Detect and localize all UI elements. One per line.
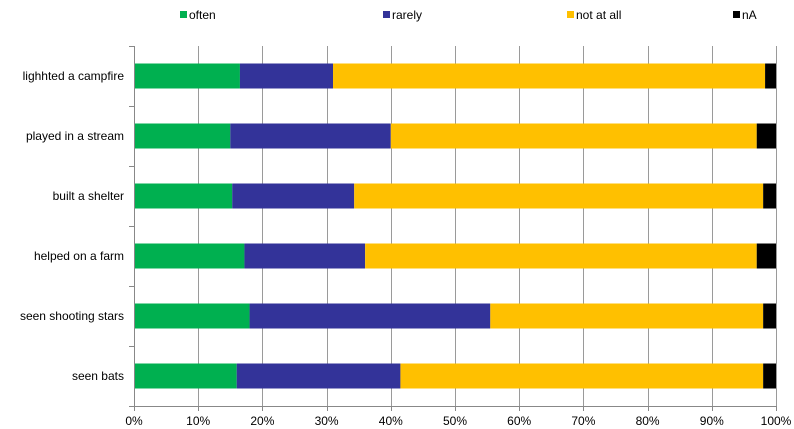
bar-segment-often	[134, 243, 245, 269]
bar-segment-na	[765, 63, 776, 89]
category-label: seen shooting stars	[20, 309, 124, 323]
x-tick-label: 60%	[507, 414, 531, 428]
bar-segment-not-at-all	[400, 363, 764, 389]
bar-segment-not-at-all	[490, 303, 764, 329]
bar-segment-often	[134, 183, 233, 209]
axes	[129, 46, 777, 411]
bar-segment-often	[134, 63, 240, 89]
bar-segment-often	[134, 123, 231, 149]
labels: 0% 10% 20% 30% 40% 50% 60% 70% 80% 90% 100% lighhte…	[20, 69, 792, 428]
bar-segment-not-at-all	[333, 63, 766, 89]
bar-segment-na	[763, 363, 776, 389]
category-label: played in a stream	[26, 129, 124, 143]
legend-swatch	[383, 11, 390, 18]
x-tick-label: 40%	[379, 414, 403, 428]
legend-swatch	[733, 11, 740, 18]
bar-segment-often	[134, 363, 237, 389]
x-tick-label: 30%	[315, 414, 339, 428]
bar-segment-na	[756, 243, 776, 269]
x-tick-label: 80%	[636, 414, 660, 428]
x-tick-label: 90%	[700, 414, 724, 428]
bar-segment-na	[763, 183, 776, 209]
x-tick-label: 50%	[443, 414, 467, 428]
x-tick-label: 0%	[125, 414, 143, 428]
legend: often rarely not at all nA	[180, 8, 757, 22]
bar-segment-often	[134, 303, 250, 329]
bar-segment-rarely	[244, 243, 366, 269]
x-tick-label: 100%	[761, 414, 792, 428]
category-label: built a shelter	[53, 189, 124, 203]
legend-label: rarely	[392, 8, 422, 22]
bar-segment-na	[756, 123, 776, 149]
x-tick-label: 70%	[571, 414, 595, 428]
gridlines	[198, 46, 777, 406]
category-label: helped on a farm	[34, 249, 124, 263]
legend-label: nA	[742, 8, 757, 22]
bar-segment-rarely	[249, 303, 491, 329]
legend-label: often	[189, 8, 216, 22]
legend-swatch	[180, 11, 187, 18]
category-label: lighhted a campfire	[23, 69, 125, 83]
bar-segment-not-at-all	[365, 243, 757, 269]
legend-label: not at all	[576, 8, 621, 22]
bar-segment-rarely	[230, 123, 391, 149]
bars	[134, 63, 776, 389]
x-tick-label: 20%	[250, 414, 274, 428]
bar-segment-na	[763, 303, 776, 329]
bar-segment-rarely	[239, 63, 334, 89]
x-tick-label: 10%	[186, 414, 210, 428]
bar-segment-rarely	[236, 363, 401, 389]
bar-segment-rarely	[232, 183, 355, 209]
bar-segment-not-at-all	[354, 183, 764, 209]
bar-segment-not-at-all	[390, 123, 757, 149]
category-label: seen bats	[72, 369, 124, 383]
legend-swatch	[567, 11, 574, 18]
